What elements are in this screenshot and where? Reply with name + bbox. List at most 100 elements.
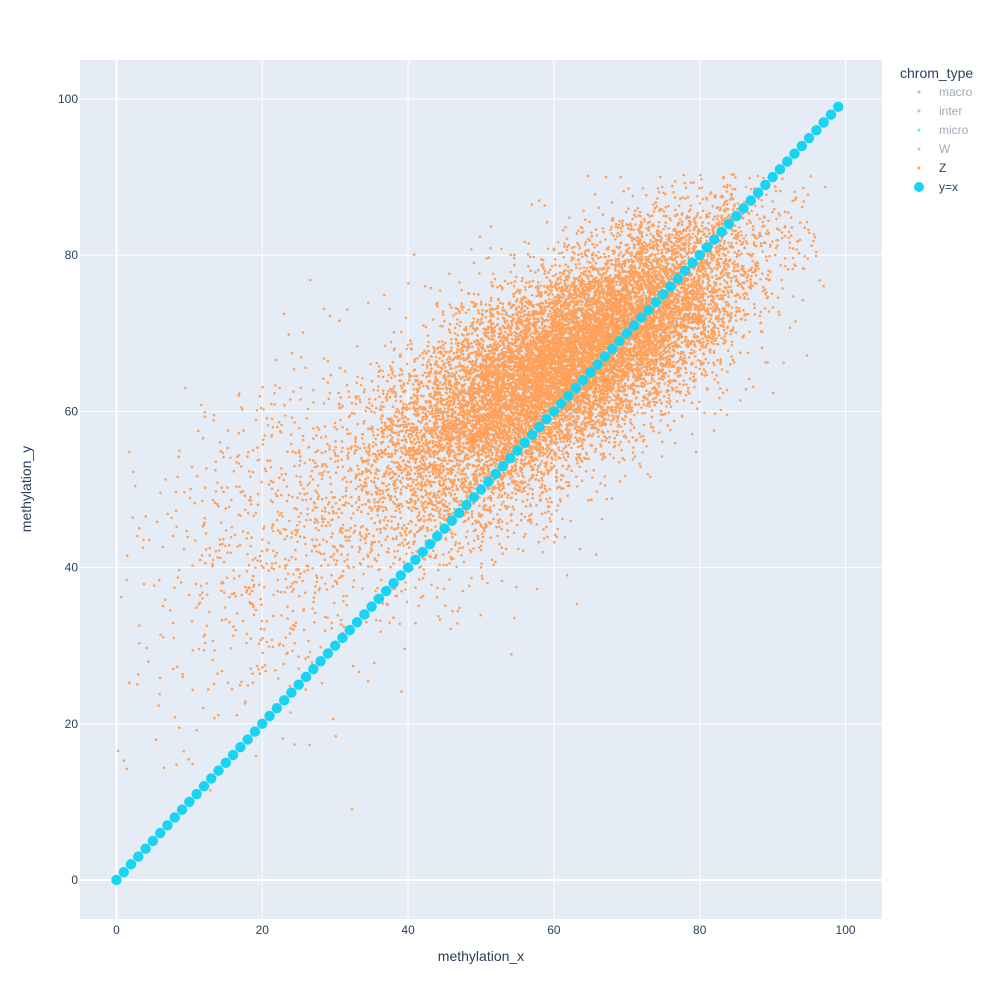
- z-point: [506, 327, 509, 330]
- z-point: [652, 401, 655, 404]
- z-point: [396, 478, 399, 481]
- z-point: [741, 265, 744, 268]
- z-point: [668, 397, 671, 400]
- z-point: [564, 226, 567, 229]
- z-point: [523, 459, 526, 462]
- z-point: [672, 191, 675, 194]
- z-point: [766, 259, 769, 262]
- z-point: [425, 494, 428, 497]
- z-point: [575, 412, 578, 415]
- z-point: [585, 470, 588, 473]
- z-point: [476, 475, 479, 478]
- z-point: [421, 352, 424, 355]
- z-point: [634, 379, 637, 382]
- z-point: [422, 411, 425, 414]
- z-point: [515, 472, 518, 475]
- z-point: [462, 590, 465, 593]
- z-point: [719, 209, 722, 212]
- z-point: [462, 375, 465, 378]
- z-point: [808, 232, 811, 235]
- z-point: [723, 338, 726, 341]
- z-point: [458, 342, 461, 345]
- z-point: [728, 320, 731, 323]
- z-point: [596, 403, 599, 406]
- z-point: [432, 473, 435, 476]
- z-point: [643, 365, 646, 368]
- z-point: [567, 266, 570, 269]
- z-point: [690, 251, 693, 254]
- z-point: [632, 364, 635, 367]
- z-point: [601, 458, 604, 461]
- z-point: [752, 225, 755, 228]
- z-point: [387, 390, 390, 393]
- z-point: [545, 443, 548, 446]
- z-point: [698, 187, 701, 190]
- z-point: [400, 385, 403, 388]
- z-point: [514, 345, 517, 348]
- z-point: [644, 295, 647, 298]
- z-point: [535, 474, 538, 477]
- z-point: [563, 242, 566, 245]
- z-point: [635, 396, 638, 399]
- z-point: [331, 506, 334, 509]
- z-point: [524, 486, 527, 489]
- z-point: [736, 255, 739, 258]
- z-point: [784, 211, 787, 214]
- z-point: [467, 309, 470, 312]
- z-point: [395, 538, 398, 541]
- z-point: [637, 385, 640, 388]
- z-point: [359, 398, 362, 401]
- z-point: [499, 301, 502, 304]
- z-point: [676, 400, 679, 403]
- z-point: [761, 331, 764, 334]
- z-point: [699, 348, 702, 351]
- z-point: [644, 245, 647, 248]
- z-point: [476, 468, 479, 471]
- z-point: [613, 437, 616, 440]
- z-point: [529, 487, 532, 490]
- z-point: [459, 355, 462, 358]
- z-point: [508, 483, 511, 486]
- z-point: [784, 265, 787, 268]
- z-point: [759, 311, 762, 314]
- z-point: [479, 368, 482, 371]
- z-point: [639, 436, 642, 439]
- z-point: [683, 354, 686, 357]
- z-point: [438, 357, 441, 360]
- z-point: [761, 272, 764, 275]
- z-point: [460, 377, 463, 380]
- z-point: [575, 475, 578, 478]
- z-point: [548, 326, 551, 329]
- z-point: [714, 412, 717, 415]
- z-point: [643, 218, 646, 221]
- z-point: [787, 268, 790, 271]
- z-point: [552, 275, 555, 278]
- z-point: [451, 416, 454, 419]
- z-point: [619, 220, 622, 223]
- z-point: [570, 433, 573, 436]
- z-point: [427, 341, 430, 344]
- z-point: [671, 185, 674, 188]
- z-point: [526, 359, 529, 362]
- z-point: [503, 412, 506, 415]
- z-point: [563, 456, 566, 459]
- z-point: [570, 286, 573, 289]
- z-point: [540, 284, 543, 287]
- z-point: [511, 437, 514, 440]
- z-point: [734, 314, 737, 317]
- z-point: [432, 413, 435, 416]
- z-point: [504, 322, 507, 325]
- z-point: [574, 427, 577, 430]
- z-point: [381, 456, 384, 459]
- z-point: [666, 400, 669, 403]
- z-point: [490, 299, 493, 302]
- z-point: [381, 401, 384, 404]
- z-point: [667, 366, 670, 369]
- z-point: [682, 314, 685, 317]
- z-point: [567, 455, 570, 458]
- z-point: [537, 281, 540, 284]
- z-point: [753, 307, 756, 310]
- z-point: [649, 476, 652, 479]
